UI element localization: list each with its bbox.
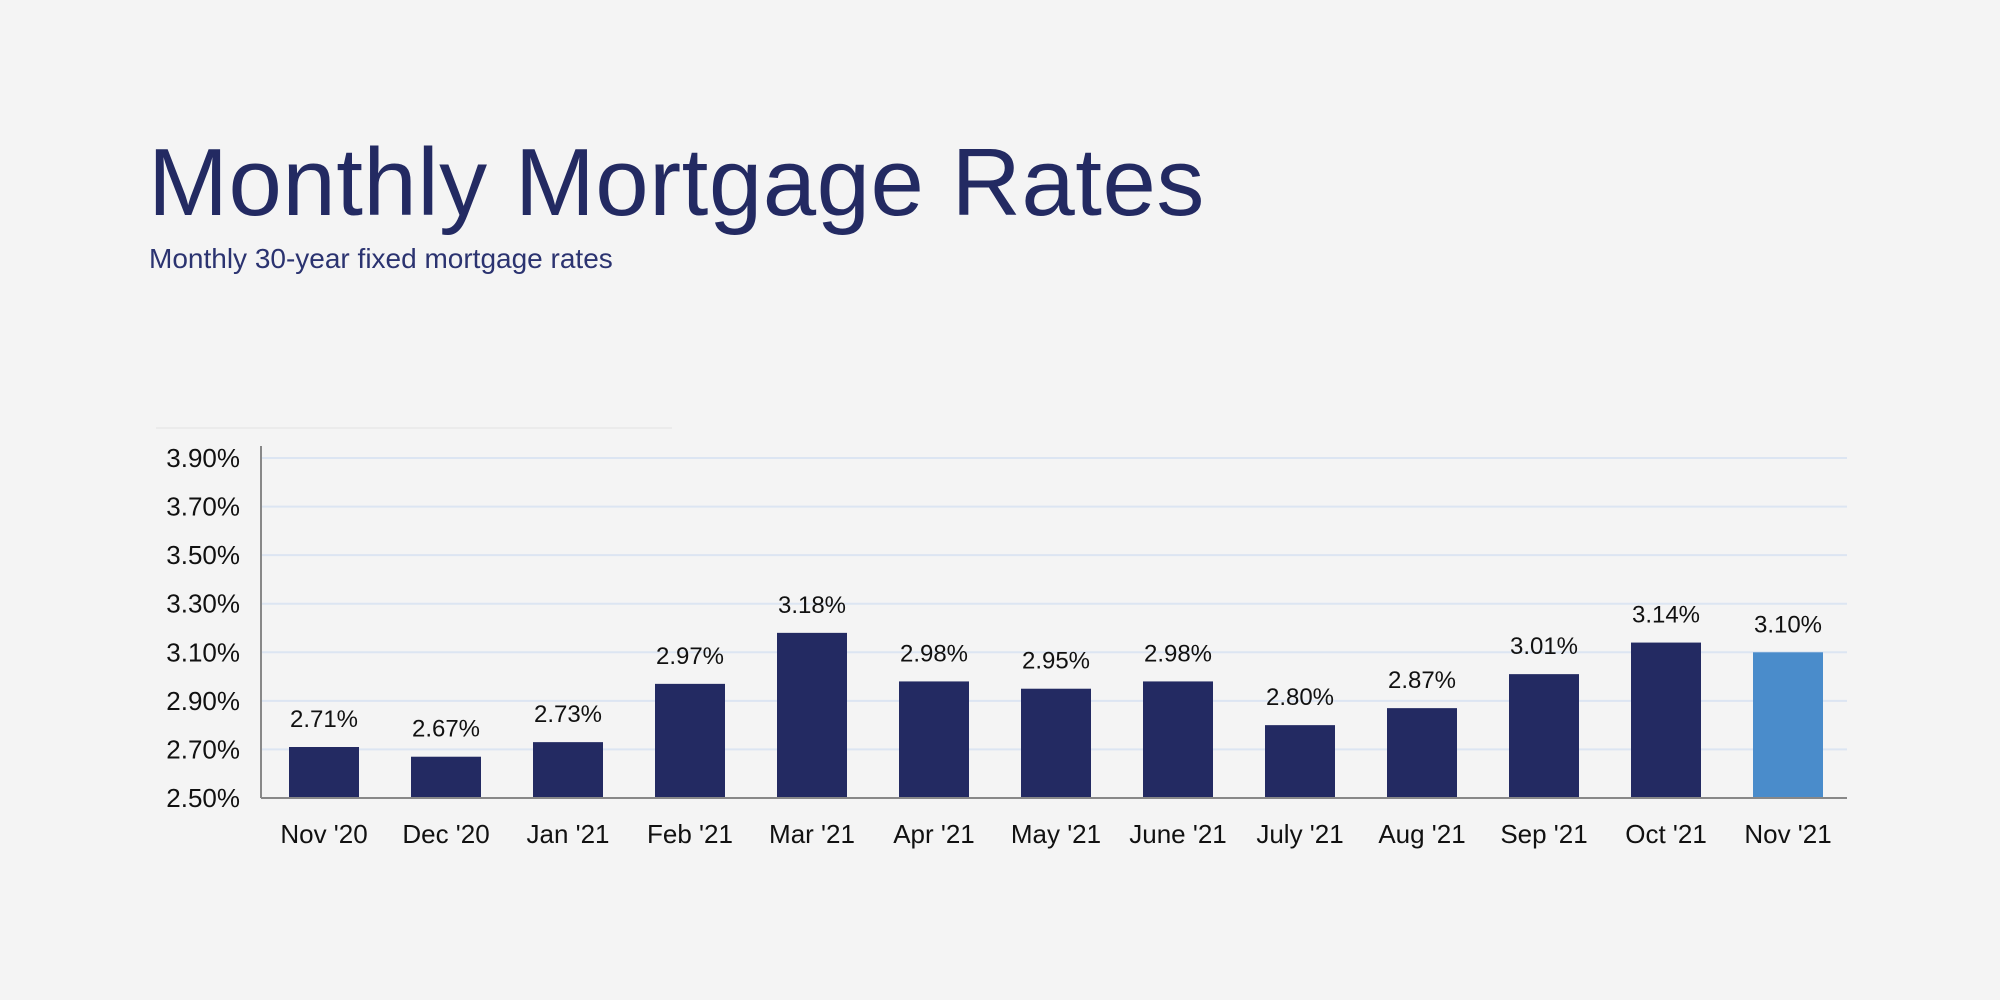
y-tick-label: 2.70% [166,734,240,764]
y-tick-label: 3.90% [166,443,240,473]
x-tick-label: June '21 [1129,819,1227,849]
chart-title: Monthly Mortgage Rates [148,129,1205,236]
y-tick-label: 3.50% [166,540,240,570]
data-label: 3.10% [1754,611,1822,638]
x-tick-label: Mar '21 [769,819,855,849]
x-tick-label: May '21 [1011,819,1101,849]
bar [1021,688,1091,798]
bar [411,756,481,798]
x-tick-label: Nov '21 [1744,819,1831,849]
bars [289,632,1823,798]
bar [1387,708,1457,798]
bar [533,742,603,798]
bar [777,632,847,798]
x-tick-label: Jan '21 [526,819,609,849]
x-tick-label: Dec '20 [402,819,489,849]
x-tick-label: Oct '21 [1625,819,1707,849]
y-tick-label: 3.10% [166,637,240,667]
data-label: 2.80% [1266,684,1334,711]
bar [289,747,359,798]
x-tick-label: July '21 [1256,819,1343,849]
bar [1143,681,1213,798]
y-tick-label: 2.50% [166,783,240,813]
x-tick-label: Feb '21 [647,819,733,849]
data-label: 2.95% [1022,648,1090,675]
x-axis: Nov '20 Dec '20 Jan '21 Feb '21 Mar '21 Apr '… [261,797,1847,849]
data-label: 3.01% [1510,633,1578,660]
data-label: 3.14% [1632,602,1700,629]
data-label: 3.18% [778,592,846,619]
y-tick-label: 2.90% [166,686,240,716]
bar [1509,674,1579,798]
bar [655,683,725,798]
y-tick-label: 3.30% [166,589,240,619]
bar [1631,642,1701,798]
data-label: 2.98% [900,640,968,667]
data-label: 2.71% [290,706,358,733]
data-label: 2.97% [656,643,724,670]
data-label: 2.67% [412,716,480,743]
y-axis: 2.50% 2.70% 2.90% 3.10% 3.30% 3.50% 3.70% 3.90% [166,443,262,813]
x-tick-label: Nov '20 [280,819,367,849]
data-labels: 2.71% 2.67% 2.73% 2.97% 3.18% 2.98% 2.95% 2.98%… [290,592,1822,743]
data-label: 2.73% [534,701,602,728]
divider [156,427,672,429]
chart-subtitle: Monthly 30-year fixed mortgage rates [149,243,613,274]
x-tick-label: Apr '21 [893,819,975,849]
data-label: 2.87% [1388,667,1456,694]
gridlines [261,457,1847,751]
x-tick-label: Aug '21 [1378,819,1465,849]
bar [899,681,969,798]
bar [1753,652,1823,798]
x-tick-label: Sep '21 [1500,819,1587,849]
data-label: 2.98% [1144,640,1212,667]
y-tick-label: 3.70% [166,492,240,522]
bar [1265,725,1335,798]
